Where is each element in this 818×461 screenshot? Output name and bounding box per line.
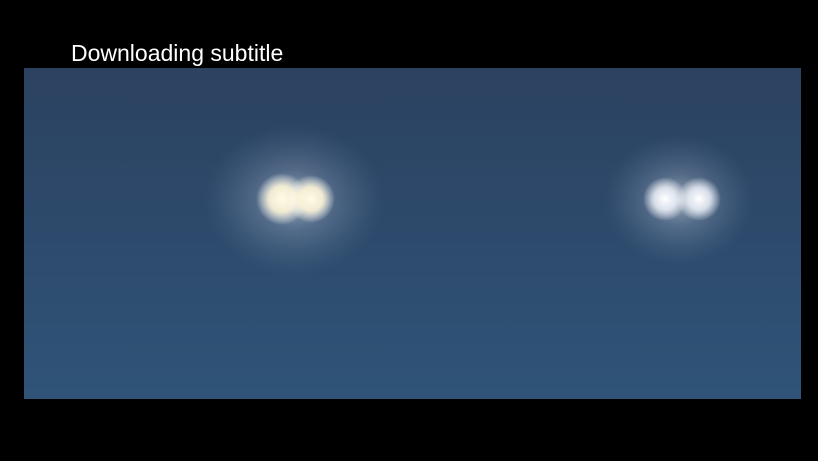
- player-screen: {"status_text": "Downloading subtitle"} …: [0, 0, 818, 461]
- video-frame[interactable]: [24, 68, 801, 399]
- status-message: Downloading subtitle: [71, 38, 283, 68]
